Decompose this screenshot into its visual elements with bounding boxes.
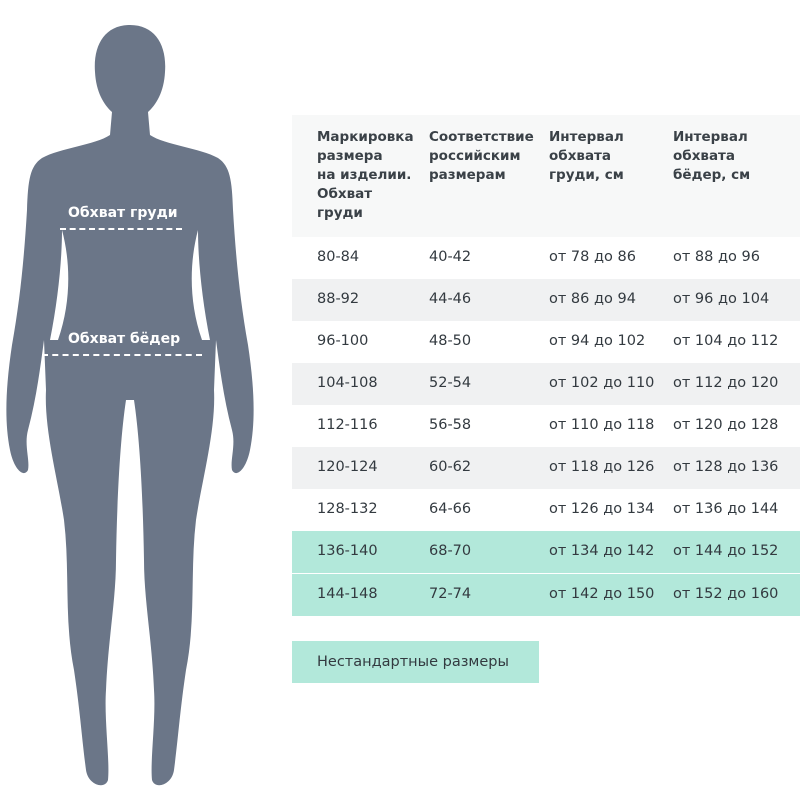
chest-line — [60, 228, 182, 230]
table-cell: 120-124 — [317, 459, 378, 475]
table-row: 120-124 60-62 от 118 до 126 от 128 до 136 — [292, 447, 800, 489]
table-cell: 96-100 — [317, 333, 369, 349]
table-cell: от 118 до 126 — [549, 459, 655, 475]
table-cell: от 78 до 86 — [549, 249, 636, 265]
table-cell: 56-58 — [429, 417, 472, 433]
table-cell: от 96 до 104 — [673, 291, 770, 307]
table-row: 96-100 48-50 от 94 до 102 от 104 до 112 — [292, 321, 800, 363]
header-chest-range: Интервал обхвата груди, см — [549, 129, 624, 183]
header-hip-range: Интервал обхвата бёдер, см — [673, 129, 751, 183]
header-marking: Маркировка размера на изделии. Обхват гр… — [317, 129, 414, 221]
table-cell: от 88 до 96 — [673, 249, 760, 265]
table-cell: от 110 до 118 — [549, 417, 655, 433]
table-cell: 48-50 — [429, 333, 472, 349]
table-cell: 112-116 — [317, 417, 378, 433]
table-cell: от 144 до 152 — [673, 543, 779, 559]
table-header: Маркировка размера на изделии. Обхват гр… — [292, 115, 800, 237]
table-cell: 136-140 — [317, 543, 378, 559]
nonstandard-sizes-legend: Нестандартные размеры — [292, 641, 539, 683]
table-cell: 52-54 — [429, 375, 472, 391]
body-silhouette: Обхват груди Обхват бёдер — [0, 0, 260, 800]
table-cell: 88-92 — [317, 291, 360, 307]
table-cell: от 142 до 150 — [549, 586, 655, 602]
table-cell: от 104 до 112 — [673, 333, 779, 349]
table-row: 128-132 64-66 от 126 до 134 от 136 до 144 — [292, 489, 800, 531]
table-row: 136-140 68-70 от 134 до 142 от 144 до 152 — [292, 531, 800, 573]
table-cell: от 128 до 136 — [673, 459, 779, 475]
size-table: Маркировка размера на изделии. Обхват гр… — [292, 115, 800, 616]
table-row: 112-116 56-58 от 110 до 118 от 120 до 128 — [292, 405, 800, 447]
table-cell: от 102 до 110 — [549, 375, 655, 391]
table-cell: от 86 до 94 — [549, 291, 636, 307]
chest-label: Обхват груди — [68, 205, 178, 221]
table-cell: 72-74 — [429, 586, 472, 602]
table-cell: 64-66 — [429, 501, 472, 517]
table-cell: 60-62 — [429, 459, 472, 475]
table-cell: 104-108 — [317, 375, 378, 391]
hip-line — [42, 354, 202, 356]
table-cell: 144-148 — [317, 586, 378, 602]
table-cell: 68-70 — [429, 543, 472, 559]
table-cell: от 136 до 144 — [673, 501, 779, 517]
table-row: 80-84 40-42 от 78 до 86 от 88 до 96 — [292, 237, 800, 279]
silhouette-shape — [6, 25, 254, 786]
table-cell: от 134 до 142 — [549, 543, 655, 559]
table-row: 104-108 52-54 от 102 до 110 от 112 до 120 — [292, 363, 800, 405]
table-cell: 40-42 — [429, 249, 472, 265]
table-row: 88-92 44-46 от 86 до 94 от 96 до 104 — [292, 279, 800, 321]
table-cell: 44-46 — [429, 291, 472, 307]
table-cell: от 94 до 102 — [549, 333, 646, 349]
table-cell: от 126 до 134 — [549, 501, 655, 517]
table-cell: 128-132 — [317, 501, 378, 517]
header-russian-size: Соответствие российским размерам — [429, 129, 534, 183]
table-row: 144-148 72-74 от 142 до 150 от 152 до 160 — [292, 573, 800, 616]
table-cell: 80-84 — [317, 249, 360, 265]
hip-label: Обхват бёдер — [68, 331, 181, 347]
table-cell: от 152 до 160 — [673, 586, 779, 602]
table-cell: от 120 до 128 — [673, 417, 779, 433]
table-cell: от 112 до 120 — [673, 375, 779, 391]
